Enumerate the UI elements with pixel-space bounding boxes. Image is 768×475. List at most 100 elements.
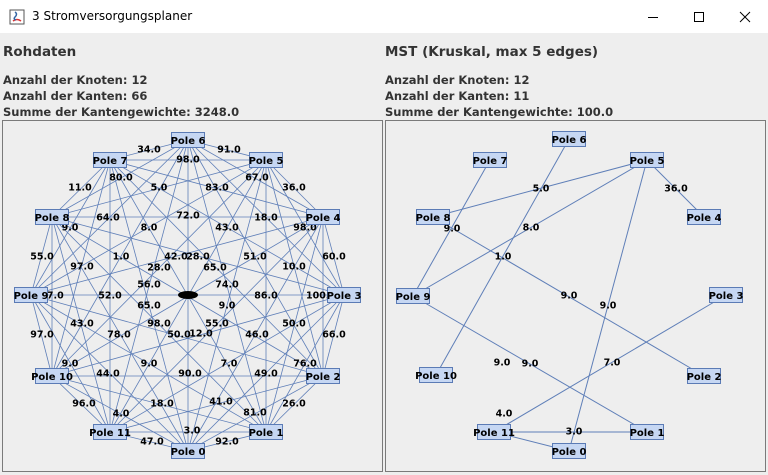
left-weight-sum: Summe der Kantengewichte: 3248.0	[3, 105, 240, 119]
node-label: Pole 6	[552, 135, 587, 146]
raw-edge-weight: 64.0	[96, 213, 120, 224]
minimize-button[interactable]	[630, 0, 676, 33]
raw-node-pole-7[interactable]: Pole 7	[93, 152, 128, 168]
mst-edge-pole-7-pole-9	[412, 159, 491, 297]
raw-node-pole-10[interactable]: Pole 10	[31, 368, 73, 384]
raw-edge-weight: 65.0	[137, 301, 161, 312]
raw-edge-weight: 9.0	[141, 359, 158, 370]
raw-edge-weight: 34.0	[137, 145, 161, 156]
raw-edge	[30, 294, 324, 377]
left-node-count: Anzahl der Knoten: 12	[3, 73, 148, 87]
mst-node-pole-7[interactable]: Pole 7	[473, 152, 508, 168]
raw-node-pole-2[interactable]: Pole 2	[306, 368, 341, 384]
raw-edge-weight: 65.0	[203, 263, 227, 274]
node-label: Pole 7	[93, 156, 128, 167]
raw-node-pole-8[interactable]: Pole 8	[35, 209, 70, 225]
raw-edge-weight: 72.0	[176, 211, 200, 222]
node-label: Pole 10	[415, 371, 457, 382]
raw-edge	[109, 139, 189, 433]
raw-edges	[30, 139, 345, 452]
raw-edge	[265, 216, 324, 433]
raw-edge-weight: 11.0	[68, 183, 92, 194]
mst-node-pole-9[interactable]: Pole 9	[396, 288, 431, 304]
raw-edge	[51, 375, 111, 433]
node-label: Pole 8	[416, 213, 451, 224]
mst-node-pole-0[interactable]: Pole 0	[552, 443, 587, 459]
close-button[interactable]	[722, 0, 768, 33]
raw-node-pole-11[interactable]: Pole 11	[89, 424, 131, 440]
raw-edge-weight: 41.0	[209, 397, 233, 408]
raw-edge-weight: 46.0	[245, 330, 269, 341]
mst-node-pole-3[interactable]: Pole 3	[709, 287, 744, 303]
overlapping-labels-blob	[178, 291, 198, 299]
raw-edge	[109, 294, 345, 433]
mst-edge-weight: 7.0	[604, 358, 621, 369]
node-label: Pole 6	[171, 136, 206, 147]
mst-graph-canvas: 5.0 36.08.09.09.01.09.0 9.0 7.04.03.09.0Pol…	[396, 131, 744, 459]
raw-node-pole-5[interactable]: Pole 5	[249, 152, 284, 168]
maximize-button[interactable]	[676, 0, 722, 33]
mst-edge-weight: 8.0	[523, 223, 540, 234]
raw-node-pole-3[interactable]: Pole 3	[327, 287, 362, 303]
mst-node-pole-8[interactable]: Pole 8	[416, 209, 451, 225]
raw-edge	[30, 294, 189, 452]
raw-edge-weight: 8.0	[141, 223, 158, 234]
raw-edge	[30, 294, 53, 377]
raw-edge-weight: 51.0	[243, 252, 267, 263]
raw-node-pole-0[interactable]: Pole 0	[171, 443, 206, 459]
raw-edge	[51, 375, 189, 452]
mst-node-pole-11[interactable]: Pole 11	[473, 424, 515, 440]
raw-edge	[51, 159, 267, 218]
mst-edge-pole-6-pole-10	[435, 138, 570, 376]
raw-edge	[51, 159, 111, 218]
raw-graph-canvas: 34.0 91.0 98.0 80.0 67.0 11.0 5.0 83.0 36.0 64.0 7…	[14, 132, 362, 459]
mst-node-pole-2[interactable]: Pole 2	[687, 368, 722, 384]
raw-edge-weight: 83.0	[205, 183, 229, 194]
main-content: Rohdaten Anzahl der Knoten: 12 Anzahl de…	[0, 33, 768, 475]
raw-edge-weight: 9.0	[219, 301, 236, 312]
raw-edge-weight: 4.0	[113, 409, 130, 420]
raw-edge-weight: 98.0	[147, 319, 171, 330]
raw-edge	[30, 294, 111, 433]
raw-edge-weight: 47.0	[140, 437, 164, 448]
raw-edge-weight: 18.0	[254, 213, 278, 224]
mst-node-pole-1[interactable]: Pole 1	[630, 424, 665, 440]
mst-node-pole-10[interactable]: Pole 10	[415, 367, 457, 383]
raw-edge-weight: 55.0	[205, 319, 229, 330]
mst-edge-pole-9-pole-1	[412, 295, 648, 433]
raw-edge-weight: 50.0	[167, 330, 191, 341]
close-icon	[739, 11, 751, 22]
right-edge-count: Anzahl der Kanten: 11	[385, 89, 530, 103]
mst-node-pole-5[interactable]: Pole 5	[630, 152, 665, 168]
raw-edge-weight: 28.0	[186, 252, 210, 263]
mst-edge-weight-near-pole-8: 9.0	[444, 224, 461, 235]
raw-edge	[109, 159, 324, 377]
raw-edge-weight: 86.0	[254, 291, 278, 302]
raw-edge	[30, 159, 111, 296]
minimize-icon	[648, 16, 658, 18]
raw-edge-weight: 36.0	[282, 183, 306, 194]
raw-edge	[51, 216, 111, 433]
raw-edge	[322, 216, 345, 296]
mst-edge-weight: 36.0	[664, 184, 688, 195]
raw-edge	[187, 216, 324, 452]
mst-edge-weight: 9.0	[494, 358, 511, 369]
node-label: Pole 1	[249, 428, 284, 439]
raw-edge-weight: 43.0	[70, 319, 94, 330]
raw-node-pole-9[interactable]: Pole 9	[14, 287, 49, 303]
mst-node-pole-6[interactable]: Pole 6	[552, 131, 587, 147]
raw-node-pole-1[interactable]: Pole 1	[249, 424, 284, 440]
node-label: Pole 10	[31, 372, 73, 383]
raw-edge-weight: 10.0	[282, 262, 306, 273]
raw-node-pole-6[interactable]: Pole 6	[171, 132, 206, 148]
raw-edge-weight: 80.0	[109, 173, 133, 184]
raw-edge	[51, 216, 267, 433]
raw-edge	[30, 216, 53, 296]
raw-node-pole-4[interactable]: Pole 4	[306, 209, 341, 225]
raw-edge-weight: 44.0	[96, 369, 120, 380]
raw-edge	[51, 139, 189, 377]
mst-node-pole-4[interactable]: Pole 4	[687, 209, 722, 225]
mst-edge-weight: 9.0	[600, 301, 617, 312]
raw-edge	[51, 159, 267, 377]
raw-edge-weight: 92.0	[215, 437, 239, 448]
